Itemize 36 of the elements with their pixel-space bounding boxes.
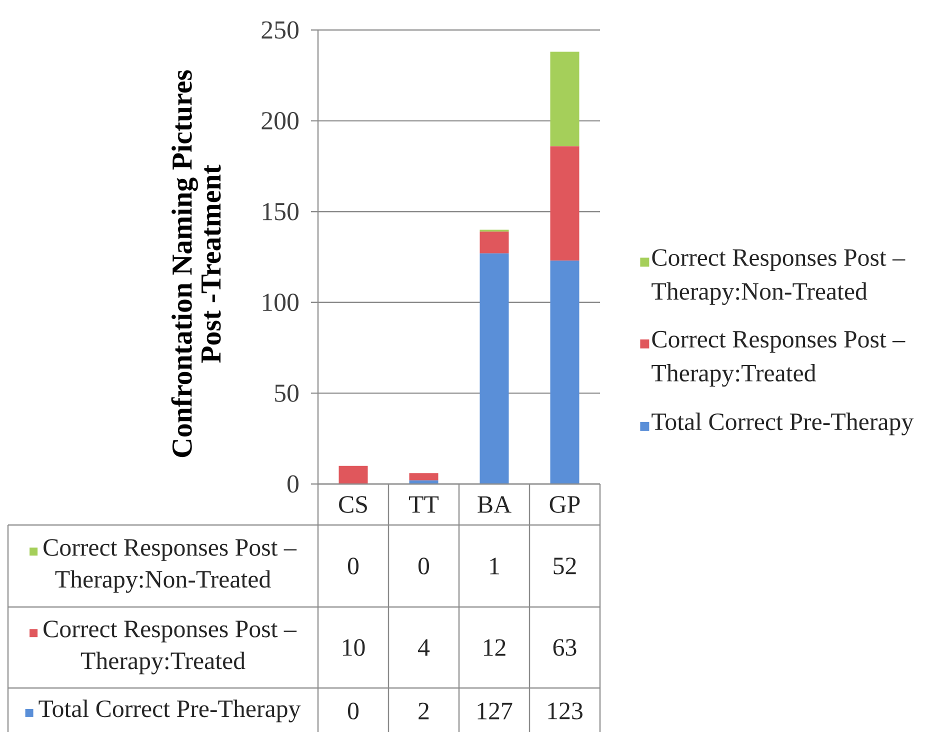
- x-tick-label: TT: [408, 496, 439, 513]
- x-tick-label: GP: [550, 496, 580, 513]
- y-tick-label: 50: [275, 384, 298, 402]
- y-tick-label: 200: [262, 112, 298, 130]
- data-label: 0: [418, 558, 430, 574]
- y-tick-label: 250: [262, 21, 298, 39]
- data-label: 10: [342, 639, 365, 656]
- data-label: 123: [548, 702, 582, 720]
- bar: [480, 253, 509, 484]
- x-tick-label: CS: [339, 496, 367, 513]
- data-label: 127: [478, 702, 512, 720]
- bar: [480, 232, 509, 254]
- legend-label: Correct Responses Post – Therapy:Treated: [652, 330, 906, 387]
- y-axis-title: Confrontation Naming Pictures Post -Treatment: [171, 70, 221, 458]
- data-label: 12: [484, 639, 506, 656]
- text: Total Correct Pre-Therapy: [38, 700, 301, 722]
- y-tick-label: 150: [262, 202, 298, 220]
- bar: [550, 260, 580, 484]
- y-tick-label: 100: [262, 294, 298, 312]
- bar: [409, 473, 438, 480]
- data-label: 63: [553, 639, 576, 656]
- data-label: 1: [490, 558, 499, 574]
- legend-label: Total Correct Pre-Therapy: [652, 412, 914, 436]
- bar: [550, 146, 580, 261]
- data-label: 4: [418, 639, 430, 656]
- x-tick-label: BA: [478, 496, 512, 513]
- data-label: 2: [418, 702, 429, 720]
- y-tick-label: 0: [288, 475, 298, 493]
- text: Correct Responses Post – Therapy:Treated: [44, 620, 297, 674]
- bar: [550, 52, 580, 146]
- data-label: 52: [554, 558, 576, 574]
- data-label: 0: [348, 558, 359, 574]
- legend-label: Correct Responses Post – Therapy:Non-Treated: [652, 249, 906, 305]
- text: Correct Responses Post – Therapy:Non-Treated: [44, 539, 297, 593]
- data-label: 0: [348, 702, 359, 720]
- bar: [338, 466, 368, 484]
